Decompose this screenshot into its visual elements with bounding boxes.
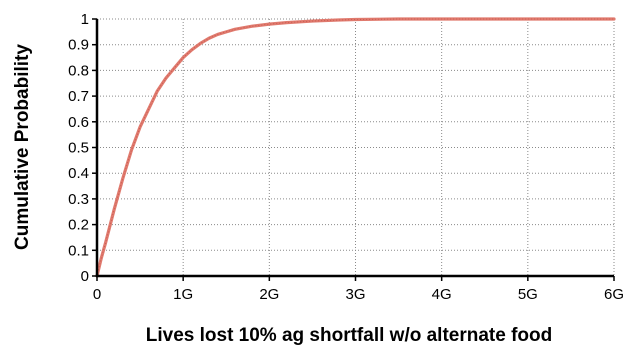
y-tick-label: 0.4 [68, 165, 89, 182]
x-tick-label: 4G [432, 286, 452, 303]
y-tick-label: 0.9 [68, 37, 89, 54]
x-tick-label: 1G [173, 286, 193, 303]
y-tick-label: 0.5 [68, 140, 89, 157]
x-axis-title: Lives lost 10% ag shortfall w/o alternat… [146, 325, 552, 346]
y-tick-label: 0 [81, 268, 89, 285]
series-layer [95, 17, 616, 278]
y-axis-title: Cumulative Probability [12, 44, 33, 250]
tick-labels: 0 0.1 0.2 0.3 0.4 0.5 0.6 0.7 0.8 0.9 1 0 1G 2G 3G 4G 5G… [68, 11, 624, 303]
y-tick-label: 0.1 [68, 242, 89, 259]
x-tick-label: 3G [345, 286, 365, 303]
y-tick-label: 0.3 [68, 191, 89, 208]
y-tick-label: 1 [81, 11, 89, 28]
y-tick-label: 0.6 [68, 114, 89, 131]
x-tick-label: 6G [604, 286, 624, 303]
y-tick-label: 0.8 [68, 62, 89, 79]
x-tick-label: 2G [259, 286, 279, 303]
x-tick-label: 5G [518, 286, 538, 303]
x-tick-label: 0 [93, 286, 101, 303]
y-tick-label: 0.2 [68, 217, 89, 234]
y-tick-label: 0.7 [68, 88, 89, 105]
grid [97, 18, 615, 276]
series-line-texture [96, 18, 614, 277]
